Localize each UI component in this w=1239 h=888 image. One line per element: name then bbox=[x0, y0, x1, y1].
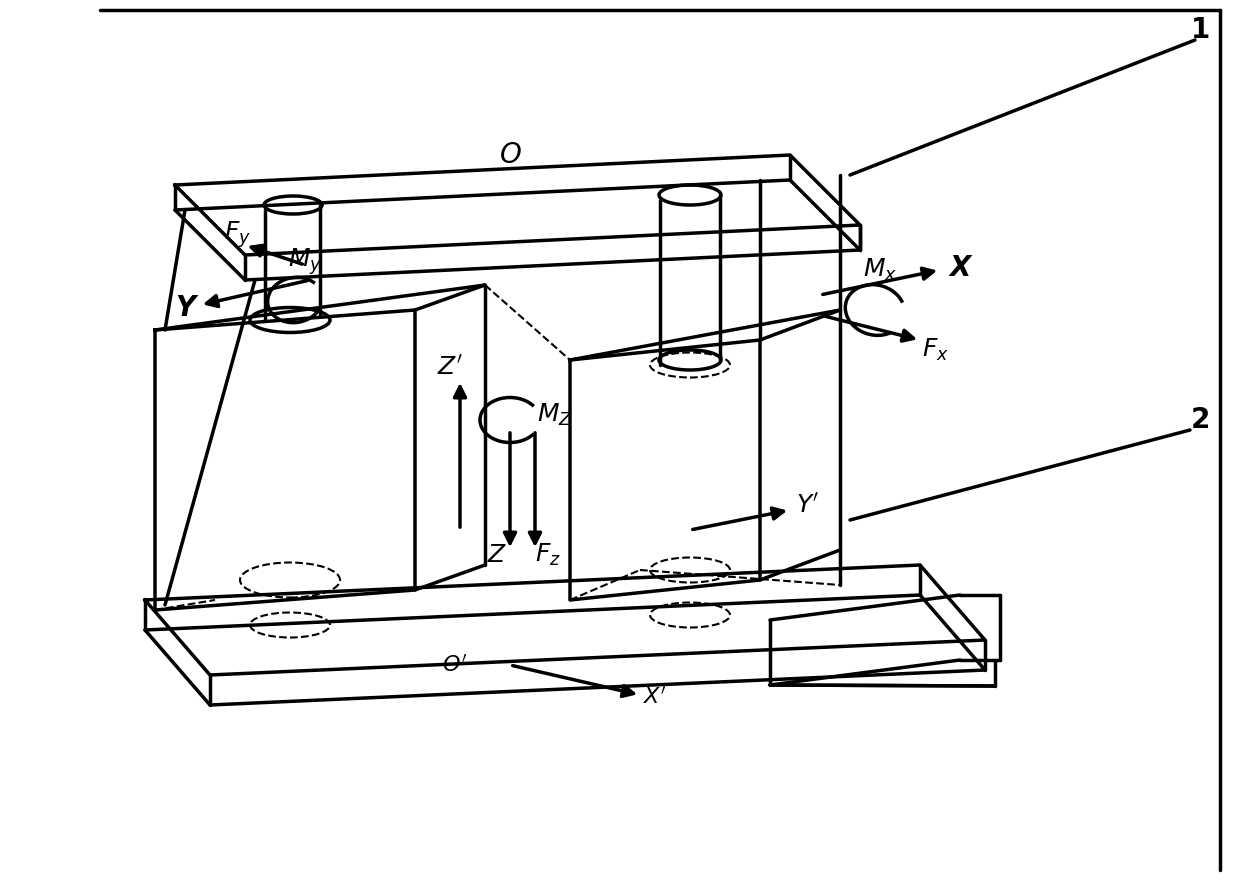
Text: $O$: $O$ bbox=[498, 141, 522, 169]
Text: $X'$: $X'$ bbox=[643, 686, 667, 708]
Text: 2: 2 bbox=[1191, 406, 1209, 434]
Text: X: X bbox=[949, 254, 970, 282]
Text: $O'$: $O'$ bbox=[442, 654, 467, 676]
Text: 1: 1 bbox=[1191, 16, 1209, 44]
Text: $M_Z$: $M_Z$ bbox=[536, 402, 572, 428]
Text: $M_y$: $M_y$ bbox=[287, 247, 322, 277]
Text: $F_z$: $F_z$ bbox=[535, 542, 561, 568]
Text: $Z$: $Z$ bbox=[487, 543, 507, 567]
Text: Y: Y bbox=[175, 294, 195, 322]
Text: $Z'$: $Z'$ bbox=[437, 356, 463, 380]
Text: $F_x$: $F_x$ bbox=[922, 337, 948, 363]
Text: $Y'$: $Y'$ bbox=[797, 494, 820, 518]
Text: $F_y$: $F_y$ bbox=[223, 219, 250, 250]
Text: $M_x$: $M_x$ bbox=[864, 257, 897, 283]
